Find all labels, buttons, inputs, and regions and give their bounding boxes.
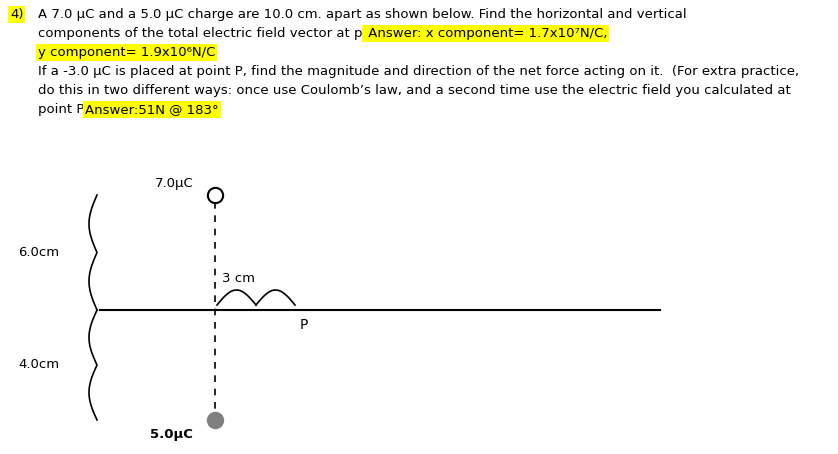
Text: point P): point P)	[38, 103, 90, 116]
Text: Answer: x component= 1.7x10⁷N/C,: Answer: x component= 1.7x10⁷N/C,	[364, 27, 608, 40]
Text: y component= 1.9x10⁶N/C: y component= 1.9x10⁶N/C	[38, 46, 215, 59]
Text: 7.0μC: 7.0μC	[155, 177, 194, 190]
Text: P: P	[300, 318, 308, 332]
Text: A 7.0 μC and a 5.0 μC charge are 10.0 cm. apart as shown below. Find the horizon: A 7.0 μC and a 5.0 μC charge are 10.0 cm…	[38, 8, 686, 21]
Text: Answer:51N @ 183°: Answer:51N @ 183°	[85, 103, 219, 116]
Text: 4): 4)	[10, 8, 23, 21]
Text: 3 cm: 3 cm	[222, 272, 255, 285]
Text: 6.0cm: 6.0cm	[18, 246, 59, 259]
Text: 4.0cm: 4.0cm	[18, 359, 59, 371]
Text: If a -3.0 μC is placed at point P, find the magnitude and direction of the net f: If a -3.0 μC is placed at point P, find …	[38, 65, 799, 78]
Text: components of the total electric field vector at point P.: components of the total electric field v…	[38, 27, 402, 40]
Text: do this in two different ways: once use Coulomb’s law, and a second time use the: do this in two different ways: once use …	[38, 84, 791, 97]
Text: 5.0μC: 5.0μC	[150, 428, 193, 441]
